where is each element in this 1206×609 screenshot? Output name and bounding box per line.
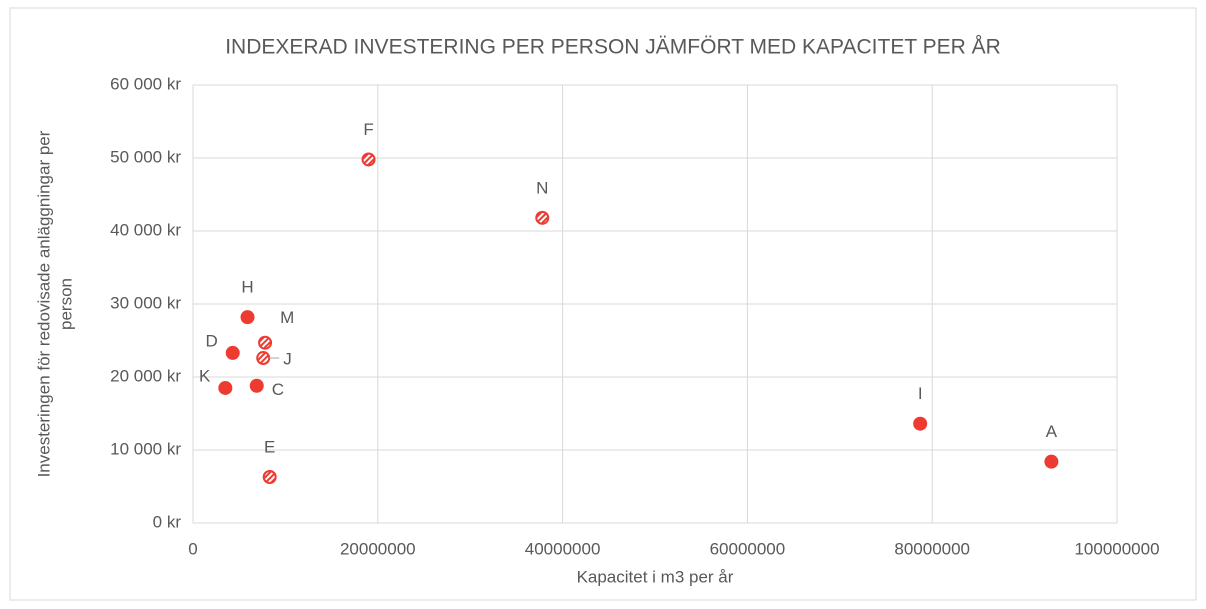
- y-tick-label: 20 000 kr: [110, 366, 181, 385]
- point: [249, 378, 264, 393]
- y-tick-label: 60 000 kr: [110, 74, 181, 93]
- point: [218, 380, 233, 395]
- chart-title: INDEXERAD INVESTERING PER PERSON JÄMFÖRT…: [225, 36, 1001, 59]
- x-tick-label: 40000000: [525, 539, 601, 558]
- y-tick-label: 10 000 kr: [110, 439, 181, 458]
- point-label: M: [280, 308, 294, 327]
- point-label: E: [264, 437, 275, 456]
- x-tick-label: 100000000: [1074, 539, 1159, 558]
- y-tick-label: 40 000 kr: [110, 220, 181, 239]
- y-axis-title: person: [56, 278, 75, 330]
- point: [240, 310, 255, 325]
- point: [535, 210, 550, 225]
- point: [256, 351, 271, 366]
- point-label: A: [1046, 422, 1058, 441]
- x-tick-label: 0: [188, 539, 197, 558]
- x-tick-label: 80000000: [894, 539, 970, 558]
- x-tick-label: 60000000: [710, 539, 786, 558]
- point-label: D: [205, 331, 217, 350]
- point-label: C: [272, 380, 284, 399]
- y-axis-title: Investeringen för redovisade anläggninga…: [34, 130, 53, 477]
- point-label: K: [199, 366, 211, 385]
- point: [361, 152, 376, 167]
- point-label: J: [283, 350, 292, 369]
- point: [1044, 454, 1059, 469]
- point: [262, 470, 277, 485]
- y-tick-label: 30 000 kr: [110, 293, 181, 312]
- point: [258, 335, 273, 350]
- point-label: N: [536, 178, 548, 197]
- point: [225, 345, 240, 360]
- point: [913, 416, 928, 431]
- point-label: F: [363, 120, 373, 139]
- point-label: I: [918, 384, 923, 403]
- y-tick-label: 0 kr: [153, 512, 182, 531]
- x-tick-label: 20000000: [340, 539, 416, 558]
- point-label: H: [241, 278, 253, 297]
- x-axis-title: Kapacitet i m3 per år: [577, 567, 734, 586]
- y-tick-label: 50 000 kr: [110, 147, 181, 166]
